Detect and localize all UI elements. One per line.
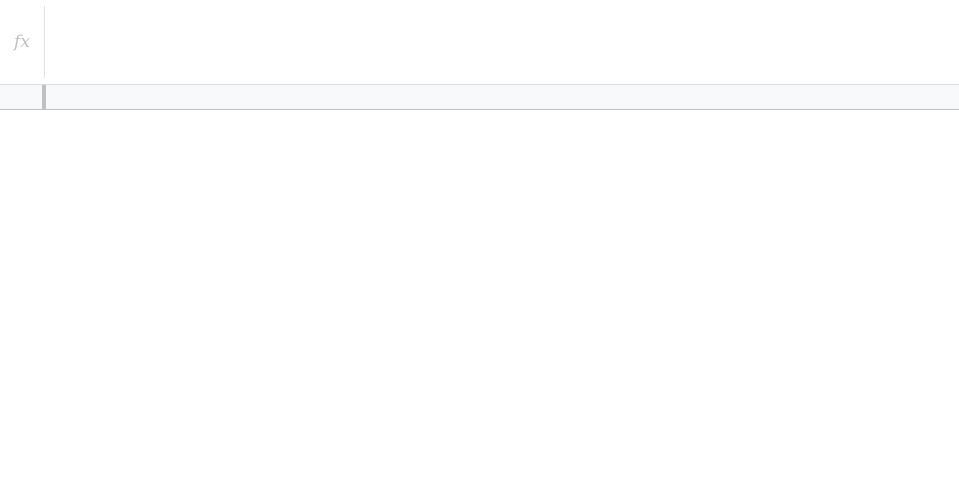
formula-bar[interactable]: fx bbox=[0, 0, 959, 85]
freeze-handle-vertical[interactable] bbox=[42, 85, 46, 109]
select-all-corner[interactable] bbox=[0, 85, 46, 109]
spreadsheet-grid[interactable] bbox=[0, 85, 959, 477]
formula-divider bbox=[44, 6, 45, 78]
fx-icon: fx bbox=[14, 32, 30, 52]
column-header-row bbox=[0, 85, 959, 110]
